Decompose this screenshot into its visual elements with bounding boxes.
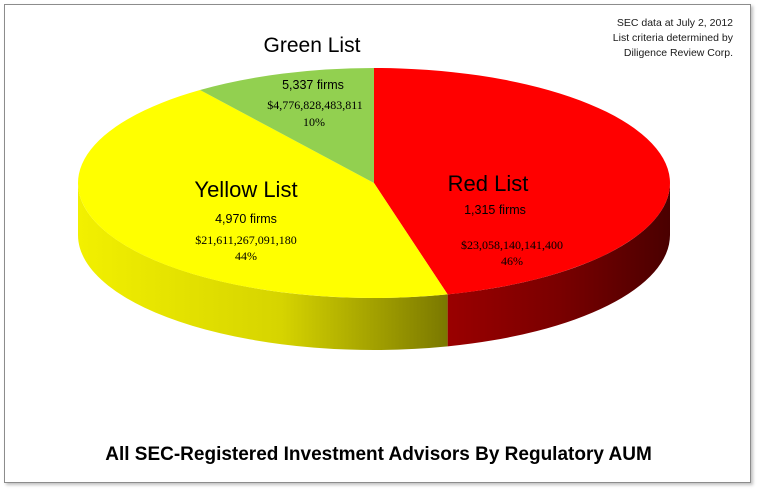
yellow-list-side <box>78 183 448 350</box>
red-list-slice <box>374 68 670 295</box>
source-note-line-3: Diligence Review Corp. <box>623 47 733 59</box>
yellow-list-slice <box>78 89 448 298</box>
source-note-line-1: SEC data at July 2, 2012 <box>616 17 733 29</box>
source-note-line-2: List criteria determined by <box>612 32 733 44</box>
pie-sides <box>78 183 670 350</box>
green-list-aum: $4,776,828,483,811 <box>267 98 363 112</box>
red-list-percent: 46% <box>501 254 523 268</box>
chart-title: All SEC-Registered Investment Advisors B… <box>105 444 652 465</box>
green-list-firms: 5,337 firms <box>282 78 344 92</box>
pie-tops <box>78 68 670 298</box>
green-list-slice <box>200 68 374 183</box>
yellow-list-firms: 4,970 firms <box>215 212 277 226</box>
yellow-list-percent: 44% <box>235 249 257 263</box>
red-list-aum: $23,058,140,141,400 <box>461 238 563 252</box>
red-list-firms: 1,315 firms <box>464 203 526 217</box>
yellow-list-aum: $21,611,267,091,180 <box>195 233 297 247</box>
red-list-side <box>447 183 670 347</box>
green-list-label: Green List <box>264 34 361 57</box>
red-list-label: Red List <box>448 171 529 196</box>
yellow-list-label: Yellow List <box>194 177 297 202</box>
source-note: SEC data at July 2, 2012 List criteria d… <box>613 16 733 61</box>
green-list-percent: 10% <box>303 115 325 129</box>
